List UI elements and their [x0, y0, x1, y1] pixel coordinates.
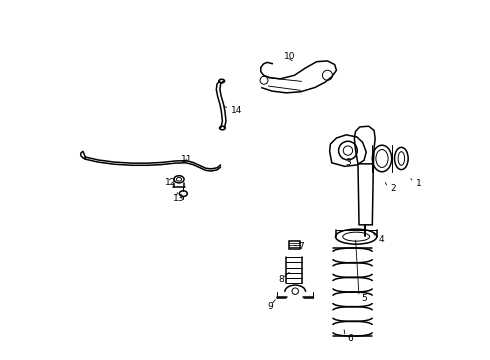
Text: 8: 8: [279, 275, 285, 284]
Text: 7: 7: [298, 242, 304, 251]
Text: 3: 3: [345, 158, 351, 167]
Text: 14: 14: [231, 105, 243, 114]
Text: 11: 11: [181, 155, 193, 164]
Text: 1: 1: [416, 179, 422, 188]
Text: 6: 6: [347, 334, 353, 343]
Text: 4: 4: [378, 235, 384, 244]
Text: 13: 13: [173, 194, 185, 203]
Text: 2: 2: [390, 184, 396, 193]
Text: 9: 9: [267, 302, 273, 311]
Text: 5: 5: [362, 294, 368, 303]
Text: 12: 12: [166, 178, 177, 187]
Text: 10: 10: [285, 52, 296, 61]
